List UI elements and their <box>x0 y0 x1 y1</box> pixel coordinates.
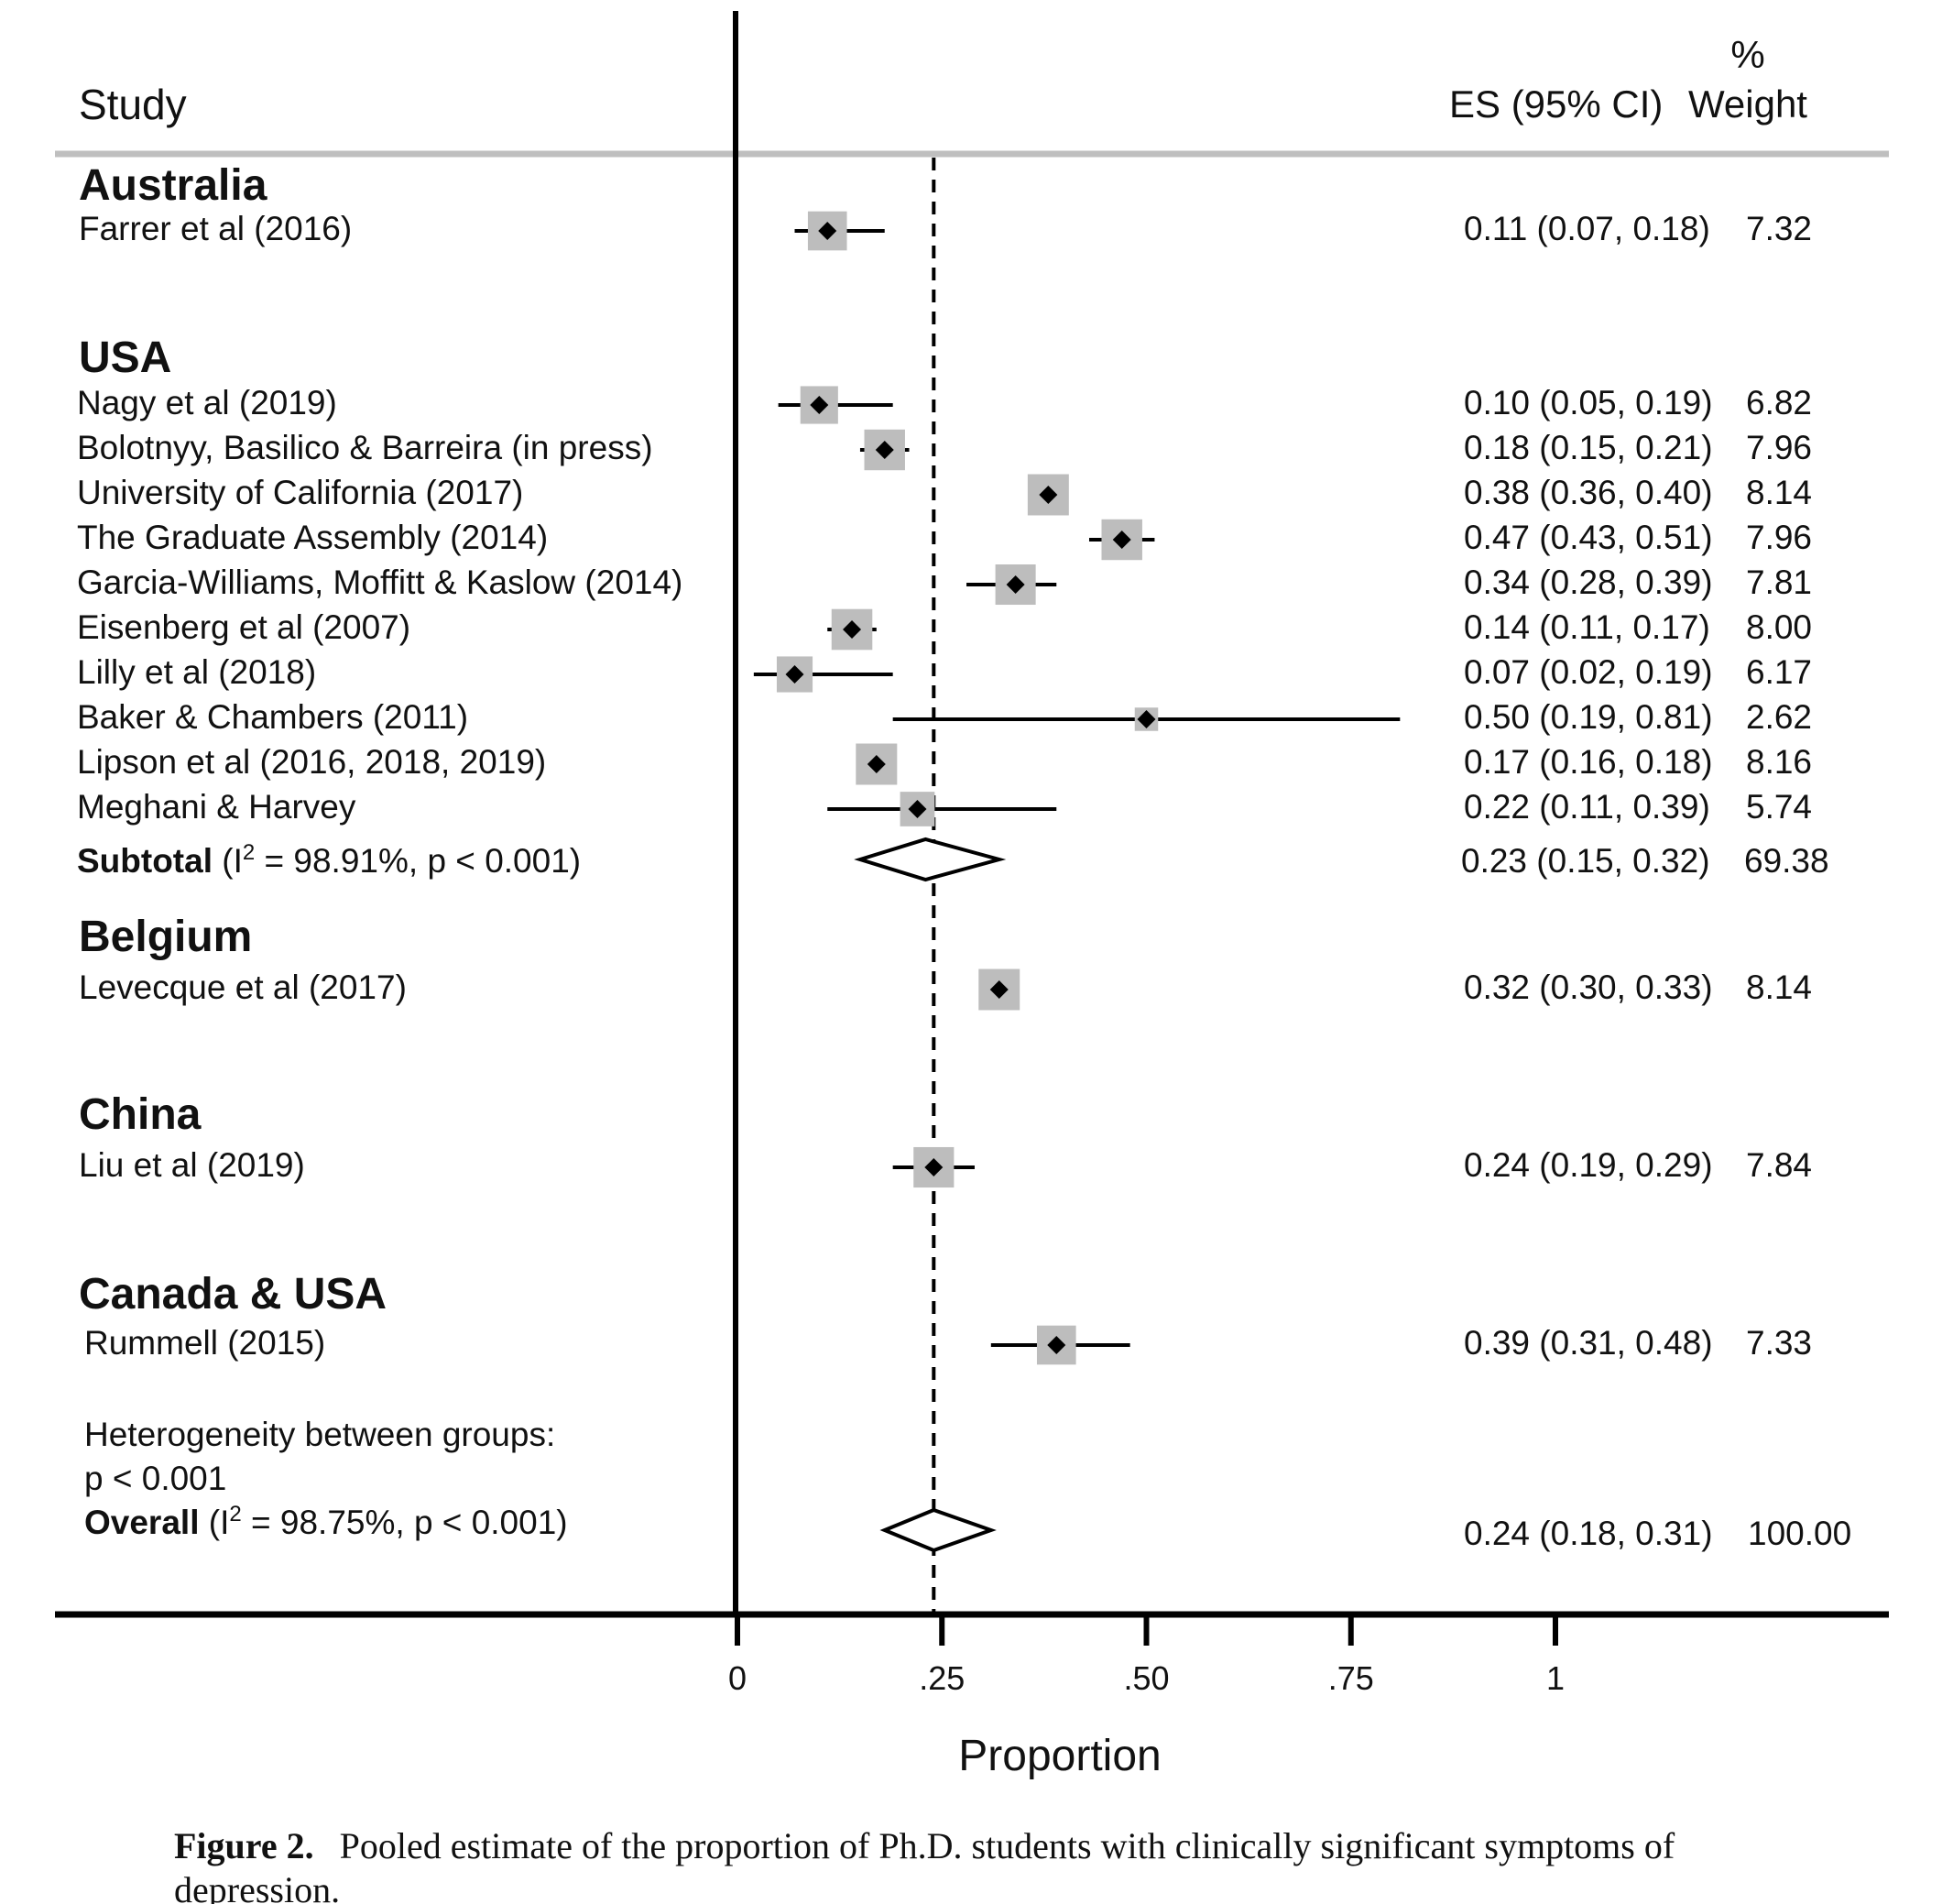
weight-percent-header: % <box>1730 33 1764 76</box>
subtotal-label-prefix: (I <box>222 842 243 880</box>
study-weight-text: 7.81 <box>1746 564 1812 601</box>
study-ci-text: 0.14 (0.11, 0.17) <box>1464 608 1710 646</box>
point-estimate-marker <box>818 222 837 240</box>
study-weight-text: 7.84 <box>1746 1146 1812 1184</box>
x-tick-label: .50 <box>1123 1659 1169 1697</box>
group-header-china: China <box>79 1090 202 1139</box>
group-header-belgium: Belgium <box>79 913 252 961</box>
study-ci-text: 0.39 (0.31, 0.48) <box>1464 1324 1713 1362</box>
study-label: The Graduate Assembly (2014) <box>77 519 548 556</box>
study-ci-text: 0.24 (0.19, 0.29) <box>1464 1146 1713 1184</box>
subtotal-diamond <box>854 837 1007 882</box>
x-tick-label: 1 <box>1546 1659 1565 1697</box>
group-header-canada-usa: Canada & USA <box>79 1270 387 1319</box>
figure-caption-line-2: depression. <box>174 1869 340 1904</box>
study-weight-text: 8.14 <box>1746 474 1812 511</box>
point-estimate-marker <box>1006 575 1025 594</box>
point-estimate-marker <box>1137 710 1156 728</box>
overall-label-prefix: (I <box>209 1504 230 1541</box>
heterogeneity-line-1: Heterogeneity between groups: <box>84 1416 555 1453</box>
study-ci-text: 0.47 (0.43, 0.51) <box>1464 519 1713 556</box>
study-rows: Farrer et al (2016) 0.11 (0.07, 0.18) 7.32… <box>77 210 1812 1365</box>
overall-diamond <box>879 1507 997 1553</box>
study-ci-text: 0.07 (0.02, 0.19) <box>1464 653 1713 691</box>
study-label: Bolotnyy, Basilico & Barreira (in press) <box>77 429 653 466</box>
study-weight-text: 6.82 <box>1746 384 1812 421</box>
subtotal-label-suffix: = 98.91%, p < 0.001) <box>255 842 581 880</box>
study-weight-text: 7.96 <box>1746 429 1812 466</box>
study-weight-text: 8.16 <box>1746 743 1812 781</box>
study-column-header: Study <box>79 81 187 128</box>
subtotal-label-sup: 2 <box>243 840 255 865</box>
study-label: University of California (2017) <box>77 474 523 511</box>
overall-label-sup: 2 <box>229 1502 241 1526</box>
figure-caption-text: Pooled estimate of the proportion of Ph.… <box>340 1825 1675 1866</box>
study-label: Lipson et al (2016, 2018, 2019) <box>77 743 546 781</box>
subtotal-label: Subtotal (I2 = 98.91%, p < 0.001) <box>77 840 581 880</box>
point-estimate-marker <box>1112 531 1131 549</box>
subtotal-weight: 69.38 <box>1744 842 1829 880</box>
study-label: Eisenberg et al (2007) <box>77 608 410 646</box>
x-axis-ticks: 0 .25 .50 .75 1 <box>728 1614 1565 1697</box>
overall-label-suffix: = 98.75%, p < 0.001) <box>242 1504 568 1541</box>
study-weight-text: 7.33 <box>1746 1324 1812 1362</box>
x-axis-label: Proportion <box>958 1732 1161 1780</box>
study-label: Liu et al (2019) <box>79 1146 305 1184</box>
point-estimate-marker <box>875 441 894 459</box>
study-weight-text: 6.17 <box>1746 653 1812 691</box>
study-label: Baker & Chambers (2011) <box>77 698 468 736</box>
study-ci-text: 0.18 (0.15, 0.21) <box>1464 429 1713 466</box>
heterogeneity-line-2: p < 0.001 <box>84 1460 226 1497</box>
point-estimate-marker <box>908 800 927 818</box>
study-label: Lilly et al (2018) <box>77 653 316 691</box>
study-ci-text: 0.22 (0.11, 0.39) <box>1464 788 1710 826</box>
study-weight-text: 7.96 <box>1746 519 1812 556</box>
study-label: Rummell (2015) <box>84 1324 325 1362</box>
overall-ci: 0.24 (0.18, 0.31) <box>1464 1515 1713 1552</box>
figure-caption-label: Figure 2. <box>174 1825 314 1866</box>
point-estimate-marker <box>1039 486 1058 504</box>
study-weight-text: 5.74 <box>1746 788 1812 826</box>
study-ci-text: 0.17 (0.16, 0.18) <box>1464 743 1713 781</box>
es-column-header: ES (95% CI) <box>1449 82 1663 126</box>
point-estimate-marker <box>989 980 1009 999</box>
study-label: Farrer et al (2016) <box>79 210 352 247</box>
point-estimate-marker <box>867 755 886 773</box>
study-label: Levecque et al (2017) <box>79 968 407 1006</box>
study-weight-text: 8.00 <box>1746 608 1812 646</box>
x-tick-label: 0 <box>728 1659 747 1697</box>
overall-label: Overall (I2 = 98.75%, p < 0.001) <box>84 1502 568 1541</box>
subtotal-ci: 0.23 (0.15, 0.32) <box>1461 842 1710 880</box>
study-label: Garcia-Williams, Moffitt & Kaslow (2014) <box>77 564 682 601</box>
study-ci-text: 0.10 (0.05, 0.19) <box>1464 384 1713 421</box>
group-header-australia: Australia <box>79 161 267 210</box>
x-tick-label: .75 <box>1328 1659 1374 1697</box>
study-ci-text: 0.34 (0.28, 0.39) <box>1464 564 1713 601</box>
study-ci-text: 0.11 (0.07, 0.18) <box>1464 210 1710 247</box>
study-weight-text: 7.32 <box>1746 210 1812 247</box>
point-estimate-marker <box>1047 1336 1066 1354</box>
subtotal-label-bold: Subtotal <box>77 842 213 880</box>
weight-column-header: Weight <box>1688 82 1807 126</box>
group-header-usa: USA <box>79 334 171 382</box>
point-estimate-marker <box>785 665 804 684</box>
point-estimate-marker <box>924 1158 944 1176</box>
study-ci-text: 0.38 (0.36, 0.40) <box>1464 474 1713 511</box>
x-tick-label: .25 <box>919 1659 965 1697</box>
study-label: Meghani & Harvey <box>77 788 356 826</box>
figure-caption: Figure 2. Pooled estimate of the proporti… <box>174 1825 1675 1866</box>
overall-weight: 100.00 <box>1748 1515 1851 1552</box>
overall-label-bold: Overall <box>84 1504 199 1541</box>
study-ci-text: 0.32 (0.30, 0.33) <box>1464 968 1713 1006</box>
study-ci-text: 0.50 (0.19, 0.81) <box>1464 698 1713 736</box>
point-estimate-marker <box>810 396 829 414</box>
study-label: Nagy et al (2019) <box>77 384 337 421</box>
point-estimate-marker <box>843 620 862 639</box>
study-weight-text: 2.62 <box>1746 698 1812 736</box>
study-weight-text: 8.14 <box>1746 968 1812 1006</box>
